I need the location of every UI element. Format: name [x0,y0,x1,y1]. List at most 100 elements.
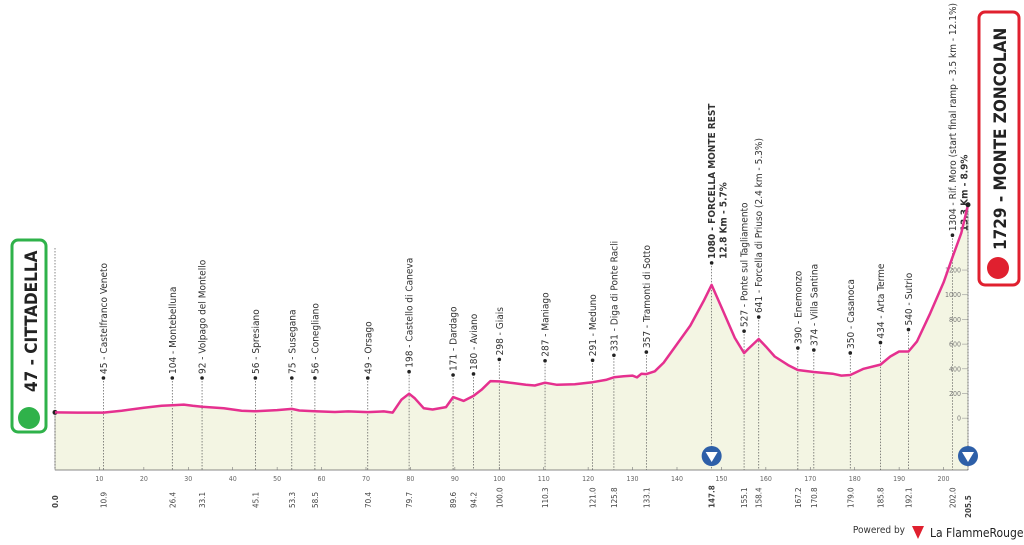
y-tick-label: 400 [949,365,961,373]
x-tick-label: 120 [582,475,594,483]
waypoint-label: 171 - Dardago [449,306,460,371]
y-tick-label: 0 [957,415,961,423]
waypoint-label: 641 - Forcella di Priuso (2.4 km - 5.3%) [754,138,765,313]
km-label: 100.0 [495,487,504,508]
waypoint-dot [543,358,547,363]
waypoint-dot [950,233,955,238]
km-label: 10.9 [99,492,108,508]
waypoint-dot [365,376,370,380]
waypoint-label: 291 - Meduno [588,294,599,357]
km-label: 147.8 [708,485,717,508]
waypoint-dot [644,350,649,354]
km-label: 170.8 [810,487,819,508]
y-tick-label: 200 [949,390,961,398]
waypoint-dot [709,261,714,265]
waypoint-dot [612,353,616,358]
km-label: 110.3 [541,487,550,508]
x-tick-label: 80 [406,475,414,483]
brand: La FlammeRouge [930,526,1024,540]
waypoint-label: 198 - Castello di Caneva [405,258,416,368]
waypoint-label: 1304 - Rif. Moro (start final ramp - 3.5… [948,3,959,231]
brand-logo [912,526,924,539]
waypoint-dot [101,376,106,380]
km-label: 167.2 [794,487,803,508]
km-label: 133.1 [642,487,651,508]
waypoint-dot [742,329,746,333]
waypoint-label: 1080 - FORCELLA MONTE REST [707,103,718,259]
km-label: 202.0 [948,487,957,508]
waypoint-label: 390 - Enemonzo [793,270,804,344]
kom-icon-arrow [705,452,718,462]
start-box [10,238,48,434]
km-label: 158.4 [755,487,764,508]
x-tick-label: 160 [760,475,772,483]
km-label: 45.1 [251,492,260,508]
km-label: 205.5 [964,495,973,518]
km-label: 26.4 [168,492,177,508]
waypoint-dot [407,369,411,374]
km-label: 185.8 [876,487,885,508]
waypoint-label: 180 - Aviano [469,313,480,370]
x-tick-label: 50 [273,475,281,483]
x-tick-label: 10 [95,475,103,483]
powered-by: Powered by [853,525,906,536]
y-tick-label: 1200 [945,267,961,275]
waypoint-label: 374 - Villa Santina [809,264,820,346]
waypoint-label: 75 - Susegana [287,310,298,375]
km-label: 94.2 [470,492,479,508]
waypoint-dot [471,372,476,376]
waypoint-label: 45 - Castelfranco Veneto [99,262,110,374]
waypoint-sub: 12.8 Km - 5.7% [719,182,730,259]
x-tick-label: 70 [362,475,370,483]
x-tick-label: 20 [140,475,148,483]
y-tick-label: 1000 [945,291,961,299]
waypoint-dot [253,376,258,380]
start-label: 47 - CITTADELLA [22,250,42,392]
km-label: 79.7 [405,492,414,508]
x-tick-label: 150 [715,475,727,483]
km-label: 125.8 [610,487,619,508]
y-tick-label: 800 [949,316,961,324]
km-label: 121.0 [589,487,598,508]
x-tick-label: 190 [893,475,905,483]
waypoint-sub: 13.3 Km - 8.9% [959,155,970,232]
waypoint-dot [451,373,455,377]
km-label: 155.1 [740,487,749,508]
waypoint-dot [170,376,175,380]
km-label: 89.6 [449,492,458,508]
waypoint-label: 527 - Ponte sul Tagliamento [740,202,751,327]
waypoint-label: 540 - Sutrio [904,272,915,325]
waypoint-label: 104 - Montebelluna [168,287,179,374]
finish-box [977,10,1021,287]
finish-icon [987,257,1009,279]
x-tick-label: 110 [538,475,550,483]
km-label: 179.0 [846,487,855,508]
waypoint-dot [796,346,800,350]
km-label: 53.3 [288,492,297,508]
waypoint-dot [812,348,816,352]
waypoint-label: 56 - Spresiano [251,309,262,374]
waypoint-dot [878,340,883,345]
start-icon [18,407,40,429]
x-tick-label: 170 [804,475,816,483]
waypoint-dot [906,327,911,332]
waypoint-dot [848,351,853,355]
km-label: 192.1 [904,487,913,508]
profile-area [54,204,969,471]
x-tick-label: 200 [938,475,950,483]
waypoint-dot [590,358,595,363]
x-tick-label: 130 [627,475,639,483]
profile-line [54,204,970,414]
x-tick-label: 30 [184,475,192,483]
waypoint-label: 434 - Arta Terme [876,263,887,338]
waypoint-label: 92 - Volpago del Montello [198,259,209,374]
x-tick-label: 180 [849,475,861,483]
km-label: 33.1 [198,492,207,508]
x-tick-label: 40 [229,475,237,483]
waypoint-dot [756,315,761,319]
km-label: 0.0 [51,495,60,508]
km-label: 58.5 [311,492,320,508]
waypoint-label: 357 - Tramonti di Sotto [642,245,653,349]
waypoint-label: 350 - Casanoca [846,279,857,349]
